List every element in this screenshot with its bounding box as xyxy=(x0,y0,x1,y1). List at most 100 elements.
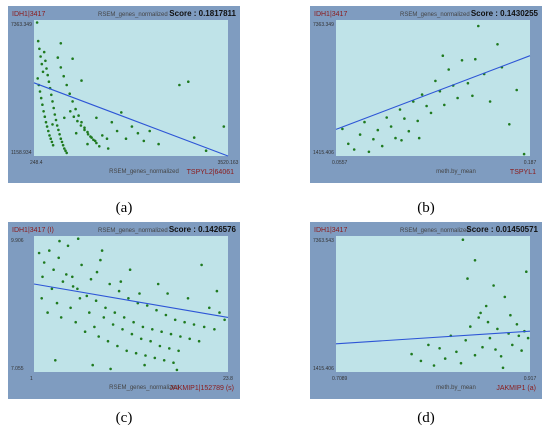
data-point xyxy=(74,131,78,135)
data-point xyxy=(164,313,168,317)
data-point xyxy=(72,115,76,118)
data-point xyxy=(79,124,83,127)
chart-a: IDH1|3417 RSEM_genes_normalized Score : 0.… xyxy=(8,6,240,183)
data-point xyxy=(447,68,450,71)
data-point xyxy=(400,139,403,142)
data-point xyxy=(148,129,151,133)
data-point xyxy=(496,327,499,331)
data-point xyxy=(95,270,99,274)
data-point xyxy=(41,103,44,106)
y-tick-min: 1415.406 xyxy=(313,366,334,372)
panel-b: IDH1|3417 RSEM_genes_normalized Score : 0.… xyxy=(310,6,542,183)
data-point xyxy=(138,292,141,295)
chart-b: IDH1|3417 RSEM_genes_normalized Score : 0.… xyxy=(310,6,542,183)
data-point xyxy=(48,134,51,137)
trend-line xyxy=(33,82,229,157)
data-point xyxy=(372,137,375,141)
data-point xyxy=(492,284,495,287)
x-tick-max: 3520.163 xyxy=(218,160,239,166)
data-point xyxy=(122,316,126,319)
data-point xyxy=(389,125,393,128)
data-point xyxy=(71,275,74,279)
x-tick-max: 23.8 xyxy=(223,376,233,382)
data-point xyxy=(55,301,59,305)
data-point xyxy=(50,287,54,291)
data-point xyxy=(130,332,134,336)
data-point xyxy=(385,116,388,119)
data-point xyxy=(473,259,477,262)
data-point xyxy=(178,83,181,87)
data-point xyxy=(526,336,530,340)
data-point xyxy=(43,115,47,118)
data-point xyxy=(62,74,65,78)
data-point xyxy=(46,311,49,314)
data-point xyxy=(50,93,53,97)
y-tick-max: 7363.349 xyxy=(11,22,32,28)
data-point xyxy=(149,339,152,343)
data-point xyxy=(441,54,445,57)
data-point xyxy=(517,334,521,338)
data-point xyxy=(66,244,70,248)
data-point xyxy=(128,268,132,271)
data-point xyxy=(83,128,86,132)
data-point xyxy=(59,66,63,69)
data-point xyxy=(420,93,424,96)
data-point xyxy=(175,368,179,372)
x-tick-min: 1 xyxy=(30,376,33,382)
data-point xyxy=(425,104,428,108)
data-point xyxy=(473,353,477,357)
y-tick-max: 7363.543 xyxy=(313,238,334,244)
data-point xyxy=(58,133,61,136)
data-point xyxy=(76,237,80,240)
data-point xyxy=(520,349,523,352)
caption-c: (c) xyxy=(115,410,133,426)
data-point xyxy=(434,79,437,83)
data-point xyxy=(477,24,480,28)
data-point xyxy=(144,354,147,357)
data-point xyxy=(158,344,162,348)
data-point xyxy=(511,343,514,347)
score-label: Score : 0.1426576 xyxy=(169,225,237,234)
data-point xyxy=(47,129,50,133)
data-point xyxy=(108,282,111,286)
data-point xyxy=(45,125,49,128)
data-point xyxy=(46,73,49,77)
plot-area xyxy=(34,236,228,372)
data-point xyxy=(222,125,226,128)
data-point xyxy=(86,142,89,146)
data-point xyxy=(71,57,74,60)
x-tick-max: 0.187 xyxy=(524,160,537,166)
data-point xyxy=(58,239,61,243)
data-point xyxy=(471,94,474,98)
data-point xyxy=(77,114,80,117)
data-point xyxy=(156,282,160,286)
data-point xyxy=(106,147,110,150)
data-point xyxy=(155,308,158,312)
header-label: RSEM_genes_normalized xyxy=(98,12,168,18)
data-point xyxy=(466,277,469,280)
data-point xyxy=(486,320,490,324)
data-point xyxy=(44,120,48,124)
data-point xyxy=(93,325,96,329)
data-point xyxy=(515,88,518,92)
trend-line xyxy=(33,283,229,318)
data-point xyxy=(60,140,64,144)
panel-d: IDH1|3417 RSEM_genes_normalized Score : 0.… xyxy=(310,222,542,399)
panel-a: IDH1|3417 RSEM_genes_normalized Score : 0.… xyxy=(8,6,240,183)
data-point xyxy=(78,297,82,300)
x-axis-label: meth.by_mean xyxy=(436,385,476,391)
data-point xyxy=(88,311,91,314)
x-tick-min: 248.4 xyxy=(30,160,43,166)
header-label: RSEM_genes_normalized xyxy=(98,228,168,234)
data-point xyxy=(69,110,72,113)
data-point xyxy=(109,367,112,371)
data-point xyxy=(83,330,87,333)
data-point xyxy=(479,311,482,315)
data-point xyxy=(51,123,54,126)
data-point xyxy=(57,128,60,132)
data-point xyxy=(432,364,436,367)
data-point xyxy=(461,238,465,241)
data-point xyxy=(104,306,107,310)
y-gene-label: IDH1|3417 (I) xyxy=(12,227,54,234)
